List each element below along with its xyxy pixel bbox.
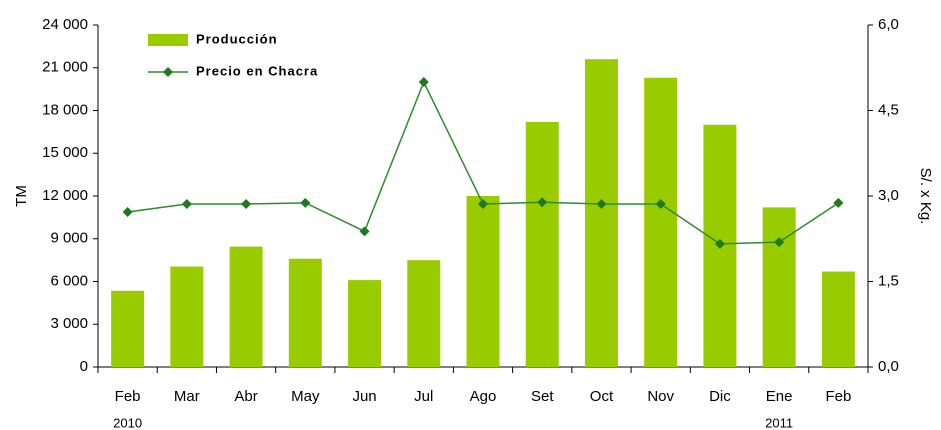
x-tick-label: May [291, 388, 320, 405]
y2-tick-label: 4,5 [878, 101, 899, 118]
marker [478, 198, 488, 209]
bar [111, 290, 145, 367]
bar [170, 266, 204, 367]
y-axis-label: TM [13, 185, 30, 207]
bar [644, 77, 678, 367]
bar [466, 196, 500, 367]
y2-tick-label: 6,0 [878, 16, 899, 33]
legend-marker [163, 67, 173, 77]
marker [833, 197, 844, 208]
x-tick-label: Ago [470, 388, 497, 405]
y-tick-label: 3 000 [50, 315, 88, 332]
bar [584, 59, 618, 367]
marker [714, 238, 725, 249]
marker [359, 226, 370, 237]
marker [774, 237, 785, 248]
x-tick-label: Dic [709, 388, 731, 405]
bar [229, 246, 263, 367]
y2-tick-label: 1,5 [878, 272, 899, 289]
y-tick-label: 18 000 [42, 101, 88, 118]
y-tick-label: 12 000 [42, 187, 88, 204]
marker [122, 206, 133, 217]
marker [181, 198, 192, 209]
legend-label: Producción [196, 31, 278, 46]
y-tick-label: 0 [80, 358, 88, 375]
y2-tick-label: 3,0 [878, 187, 899, 204]
x-tick-label: Abr [234, 388, 257, 405]
bar [821, 271, 855, 367]
bar [288, 258, 322, 367]
y-tick-label: 21 000 [42, 59, 88, 76]
x-tick-label: Nov [647, 388, 674, 405]
marker [537, 197, 548, 208]
bar [348, 280, 382, 367]
legend-label: Precio en Chacra [196, 63, 318, 78]
x-tick-label: Oct [590, 388, 614, 405]
y2-tick-label: 0,0 [878, 358, 899, 375]
x-group-label: 2011 [765, 415, 793, 430]
x-tick-label: Jun [352, 388, 376, 405]
legend-swatch [148, 34, 188, 46]
y-tick-label: 24 000 [42, 16, 88, 33]
marker [655, 198, 666, 209]
x-tick-label: Feb [115, 388, 141, 405]
marker [241, 198, 252, 209]
y2-axis-label: S/. x Kg. [917, 168, 934, 225]
y-tick-label: 9 000 [50, 230, 88, 247]
x-tick-label: Set [531, 388, 554, 405]
bar [762, 207, 796, 367]
y-tick-label: 6 000 [50, 272, 88, 289]
marker [300, 197, 311, 208]
x-tick-label: Mar [174, 388, 200, 405]
x-tick-label: Feb [825, 388, 851, 405]
x-tick-label: Jul [414, 388, 433, 405]
bar [407, 260, 441, 367]
marker [418, 77, 429, 87]
bar [525, 121, 559, 368]
marker [596, 198, 607, 209]
x-tick-label: Ene [766, 388, 793, 405]
x-group-label: 2010 [113, 415, 142, 430]
y-tick-label: 15 000 [42, 144, 88, 161]
